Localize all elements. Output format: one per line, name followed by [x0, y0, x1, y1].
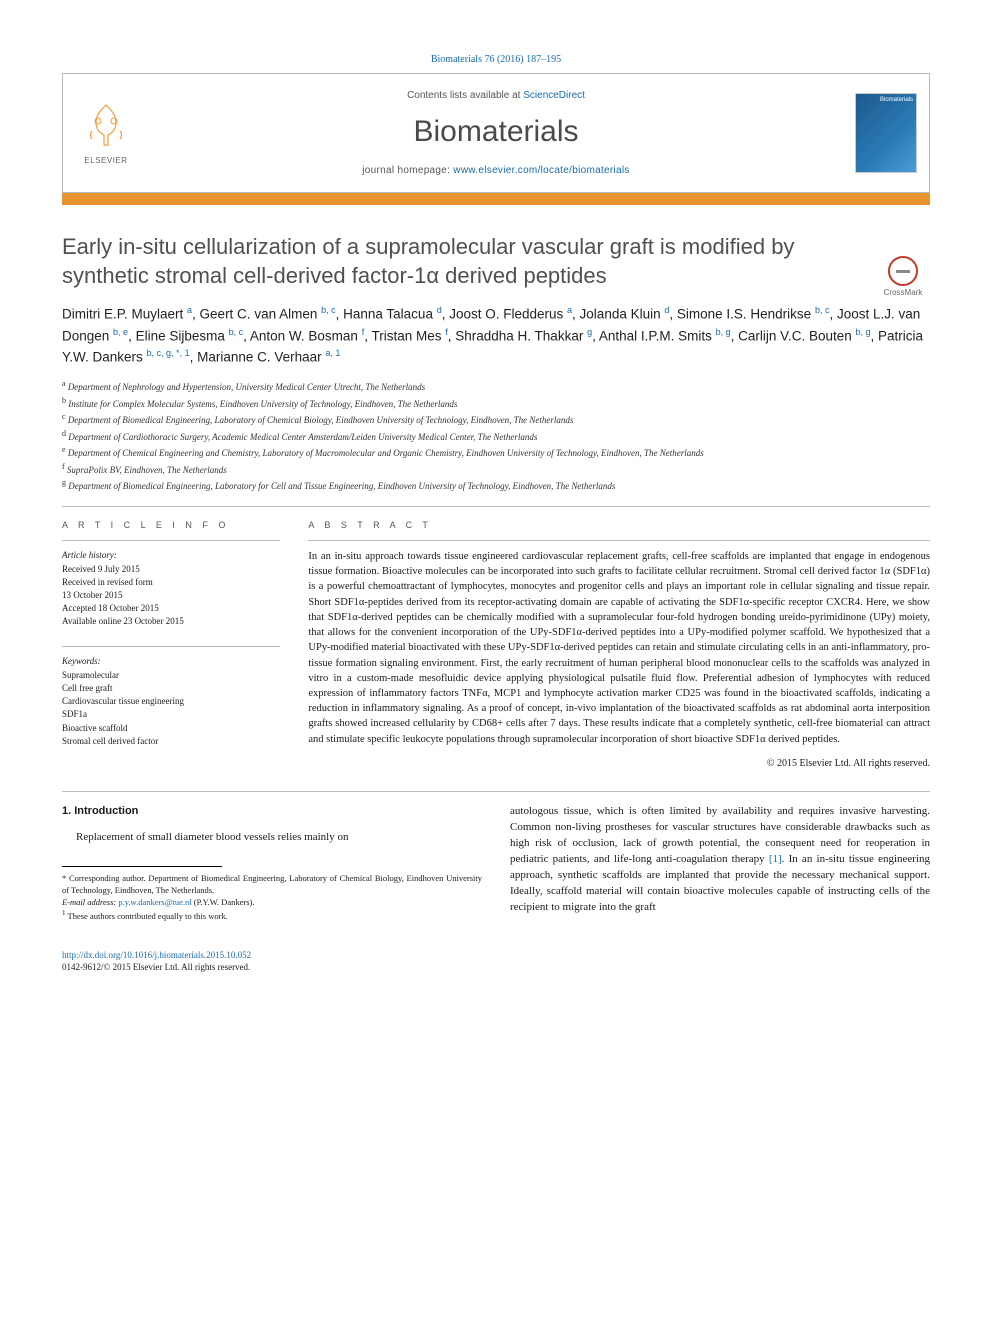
section-heading: 1. Introduction — [62, 804, 482, 820]
elsevier-tree-icon — [82, 101, 130, 149]
journal-title: Biomaterials — [153, 115, 839, 149]
body-column-right: autologous tissue, which is often limite… — [510, 804, 930, 973]
publisher-logo[interactable]: ELSEVIER — [75, 101, 137, 165]
email-link[interactable]: p.y.w.dankers@tue.nl — [118, 897, 191, 907]
affiliations: a Department of Nephrology and Hypertens… — [62, 378, 930, 494]
abstract-text: In an in-situ approach towards tissue en… — [308, 549, 930, 747]
keyword: Bioactive scaffold — [62, 722, 280, 735]
body-paragraph: Replacement of small diameter blood vess… — [62, 830, 482, 846]
abstract-column: A B S T R A C T In an in-situ approach t… — [308, 519, 930, 771]
issn-copyright: 0142-9612/© 2015 Elsevier Ltd. All right… — [62, 962, 250, 972]
keywords-block: Keywords: SupramolecularCell free graftC… — [62, 655, 280, 747]
history-line: Available online 23 October 2015 — [62, 615, 280, 628]
journal-cover-thumbnail[interactable]: Biomaterials — [855, 93, 917, 173]
citation: Biomaterials 76 (2016) 187–195 — [62, 54, 930, 65]
citation-ref[interactable]: [1] — [769, 853, 782, 865]
affiliation-line: a Department of Nephrology and Hypertens… — [62, 378, 930, 395]
divider — [62, 791, 930, 792]
affiliation-line: b Institute for Complex Molecular System… — [62, 395, 930, 412]
publisher-name: ELSEVIER — [75, 156, 137, 165]
body-column-left: 1. Introduction Replacement of small dia… — [62, 804, 482, 973]
crossmark-label: CrossMark — [884, 288, 923, 297]
contents-available: Contents lists available at ScienceDirec… — [153, 90, 839, 101]
cover-label: Biomaterials — [856, 94, 916, 106]
article-title: Early in-situ cellularization of a supra… — [62, 233, 930, 290]
footnotes: * Corresponding author. Department of Bi… — [62, 873, 482, 922]
history-line: 13 October 2015 — [62, 589, 280, 602]
keyword: Stromal cell derived factor — [62, 735, 280, 748]
abstract-copyright: © 2015 Elsevier Ltd. All rights reserved… — [308, 757, 930, 772]
journal-header: ELSEVIER Contents lists available at Sci… — [62, 73, 930, 193]
affiliation-line: e Department of Chemical Engineering and… — [62, 444, 930, 461]
article-info-label: A R T I C L E I N F O — [62, 519, 280, 532]
keyword: Cell free graft — [62, 682, 280, 695]
footer: http://dx.doi.org/10.1016/j.biomaterials… — [62, 949, 482, 974]
corresponding-author-note: * Corresponding author. Department of Bi… — [62, 873, 482, 897]
equal-contribution-note: 1 These authors contributed equally to t… — [62, 909, 482, 923]
article-info-column: A R T I C L E I N F O Article history: R… — [62, 519, 280, 771]
sciencedirect-link[interactable]: ScienceDirect — [523, 90, 585, 101]
body-paragraph: autologous tissue, which is often limite… — [510, 804, 930, 916]
keyword: Cardiovascular tissue engineering — [62, 695, 280, 708]
author-list: Dimitri E.P. Muylaert a, Geert C. van Al… — [62, 304, 930, 368]
affiliation-line: c Department of Biomedical Engineering, … — [62, 411, 930, 428]
affiliation-line: f SupraPolix BV, Eindhoven, The Netherla… — [62, 461, 930, 478]
journal-homepage: journal homepage: www.elsevier.com/locat… — [153, 165, 839, 176]
body-text: 1. Introduction Replacement of small dia… — [62, 804, 930, 973]
crossmark-icon — [888, 256, 918, 286]
keyword: SDF1a — [62, 708, 280, 721]
history-line: Received in revised form — [62, 576, 280, 589]
history-line: Accepted 18 October 2015 — [62, 602, 280, 615]
doi-link[interactable]: http://dx.doi.org/10.1016/j.biomaterials… — [62, 950, 251, 960]
homepage-link[interactable]: www.elsevier.com/locate/biomaterials — [453, 165, 629, 176]
footnote-divider — [62, 866, 222, 867]
divider — [62, 506, 930, 507]
history-line: Received 9 July 2015 — [62, 563, 280, 576]
keyword: Supramolecular — [62, 669, 280, 682]
crossmark-badge[interactable]: CrossMark — [876, 256, 930, 297]
email-line: E-mail address: p.y.w.dankers@tue.nl (P.… — [62, 897, 482, 909]
accent-bar — [62, 193, 930, 205]
abstract-label: A B S T R A C T — [308, 519, 930, 532]
keywords-title: Keywords: — [62, 655, 280, 668]
affiliation-line: g Department of Biomedical Engineering, … — [62, 477, 930, 494]
article-history: Article history: Received 9 July 2015Rec… — [62, 549, 280, 628]
affiliation-line: d Department of Cardiothoracic Surgery, … — [62, 428, 930, 445]
history-title: Article history: — [62, 549, 280, 562]
